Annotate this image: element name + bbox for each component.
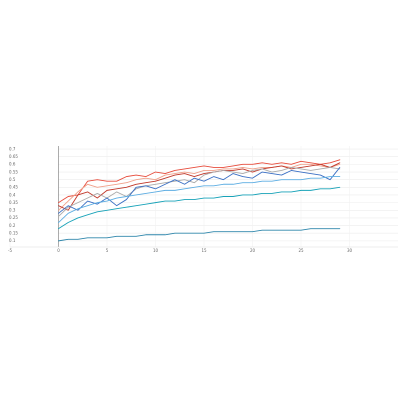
y-tick-label: 0.35 — [9, 200, 18, 205]
x-tick-label: 30 — [347, 248, 353, 253]
x-tick-label: 20 — [250, 248, 256, 253]
y-tick-label: 0.15 — [9, 231, 18, 236]
series-line-6 — [58, 176, 341, 223]
y-tick-label: 0.5 — [9, 177, 16, 182]
axes — [10, 146, 398, 248]
x-tick-label: 10 — [153, 248, 159, 253]
y-tick-label: 0.1 — [9, 238, 16, 243]
y-tick-label: 0.25 — [9, 215, 18, 220]
y-tick-label: 0.65 — [9, 154, 18, 159]
x-tick-label: 5 — [106, 248, 109, 253]
x-tick-label: -5 — [8, 248, 12, 253]
series-line-8 — [58, 228, 341, 242]
y-tick-label: 0.2 — [9, 223, 16, 228]
x-tick-label: 25 — [298, 248, 304, 253]
series-line-4 — [58, 166, 341, 217]
y-tick-label: 0.6 — [9, 162, 16, 167]
series-lines — [58, 159, 341, 242]
series-line-7 — [58, 186, 341, 230]
series-line-5 — [58, 166, 341, 214]
grid-lines — [9, 146, 398, 247]
y-tick-label: 0.4 — [9, 192, 16, 197]
y-tick-label: 0.7 — [9, 146, 16, 151]
y-tick-label: 0.45 — [9, 185, 18, 190]
series-line-1 — [58, 159, 341, 204]
series-line-3 — [58, 162, 341, 211]
y-tick-label: 0.55 — [9, 169, 18, 174]
x-tick-label: 0 — [57, 248, 60, 253]
y-tick-label: 0.3 — [9, 208, 16, 213]
x-tick-label: 15 — [201, 248, 207, 253]
series-line-2 — [58, 163, 341, 211]
tick-labels: 0.1 0.15 0.2 0.25 0.3 0.35 0.4 0.45 0.5 0.55 0.6 0.… — [8, 146, 352, 253]
